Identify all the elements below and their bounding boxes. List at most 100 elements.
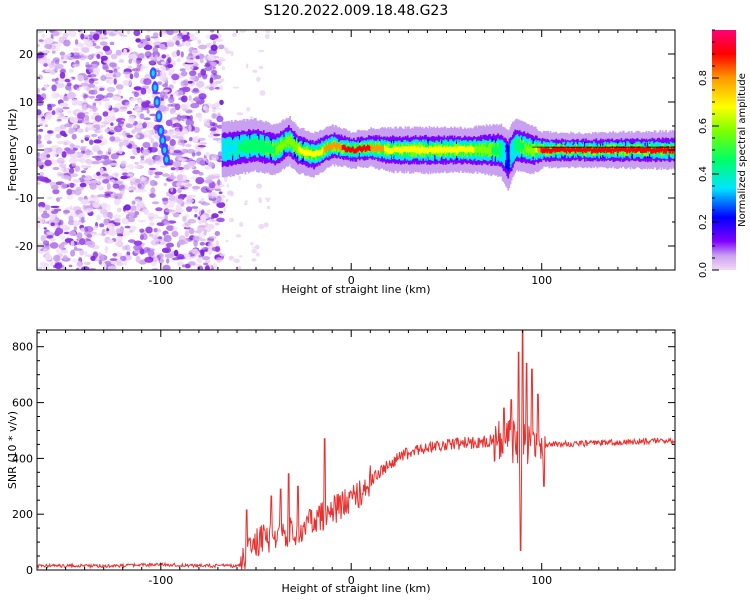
noise-speckle [89,182,97,190]
doppler-streak-core [164,156,169,163]
noise-speckle [197,179,204,183]
noise-speckle [126,163,135,170]
signal-cell [365,145,368,151]
signal-cell [630,146,633,151]
signal-cell [513,144,515,152]
noise-speckle [193,239,198,247]
signal-cell [504,152,506,160]
noise-speckle [205,34,211,39]
noise-speckle [155,207,163,212]
noise-speckle [190,102,200,109]
y-tick-label: 20 [19,48,33,61]
noise-speckle [200,197,205,202]
signal-cell [659,146,662,152]
noise-speckle [213,133,221,137]
noise-speckle [68,230,77,237]
noise-speckle [215,240,219,247]
noise-speckle [43,227,47,230]
noise-speckle [218,210,224,214]
noise-speckle [45,114,53,120]
noise-speckle [51,50,56,54]
noise-speckle [60,56,64,60]
noise-speckle [167,57,172,64]
noise-speckle [182,108,189,112]
noise-speckle [51,84,57,92]
signal-cell [622,146,625,151]
noise-speckle [55,77,59,81]
signal-cell [376,144,378,150]
signal-cell [649,146,651,152]
noise-speckle [209,77,214,84]
colorbar-tick-label: 0.8 [698,70,709,86]
noise-speckle [100,75,107,81]
noise-speckle [206,237,215,243]
signal-cell [336,144,338,150]
noise-speckle [209,30,215,33]
noise-speckle [129,73,134,80]
noise-speckle [171,123,177,128]
noise-speckle [84,208,94,212]
noise-speckle [220,78,225,83]
noise-speckle [122,172,128,176]
noise-speckle [198,114,203,122]
noise-speckle [216,257,223,263]
noise-speckle [155,154,164,162]
noise-speckle [105,69,110,73]
noise-speckle [124,101,131,108]
signal-cell [544,148,546,154]
noise-speckle [210,70,218,75]
noise-speckle [48,181,57,185]
signal-cell [554,148,557,153]
signal-cell [514,142,517,150]
noise-speckle [61,151,67,158]
noise-speckle [157,236,163,239]
noise-speckle [167,64,174,68]
signal-cell [644,147,647,153]
noise-speckle [107,265,117,270]
colorbar-ticks: 0.0 0.2 0.4 0.6 0.8 [698,29,719,278]
signal-cell [501,147,504,155]
noise-speckle [251,248,257,254]
noise-speckle [109,212,113,220]
signal-cell [582,146,585,152]
colorbar-tick-label: 0.6 [698,118,709,134]
signal-cell [533,147,536,154]
noise-speckle [148,216,154,222]
noise-speckle [83,39,93,46]
noise-speckle [164,209,174,213]
noise-speckle [112,150,121,154]
figure-title: S120.2022.009.18.48.G23 [264,3,449,19]
noise-speckle [225,198,229,203]
noise-speckle [69,143,75,149]
noise-speckle [56,157,65,164]
signal-cell [355,148,358,154]
signal-cell [329,143,331,149]
noise-speckle [116,207,122,213]
noise-speckle [72,179,81,183]
signal-cell [462,145,465,152]
noise-speckle [173,212,180,218]
noise-speckle [92,106,97,113]
noise-speckle [113,193,124,197]
noise-speckle [103,115,113,123]
noise-speckle [82,55,92,59]
noise-speckle [109,62,117,68]
signal-cell [404,145,407,152]
signal-cell [553,146,555,156]
noise-speckle [214,38,224,42]
noise-speckle [67,30,74,33]
noise-speckle [236,265,242,270]
noise-speckle [221,66,225,71]
signal-cell [331,144,334,150]
noise-speckle [212,40,217,46]
signal-cell [361,147,363,153]
signal-cell [268,144,271,152]
noise-speckle [107,239,114,244]
signal-cell [262,143,265,151]
noise-speckle [59,163,67,168]
noise-speckle [113,218,122,221]
noise-speckle [108,78,114,85]
noise-speckle [263,222,269,228]
noise-speckle [186,225,191,228]
noise-speckle [194,208,199,213]
